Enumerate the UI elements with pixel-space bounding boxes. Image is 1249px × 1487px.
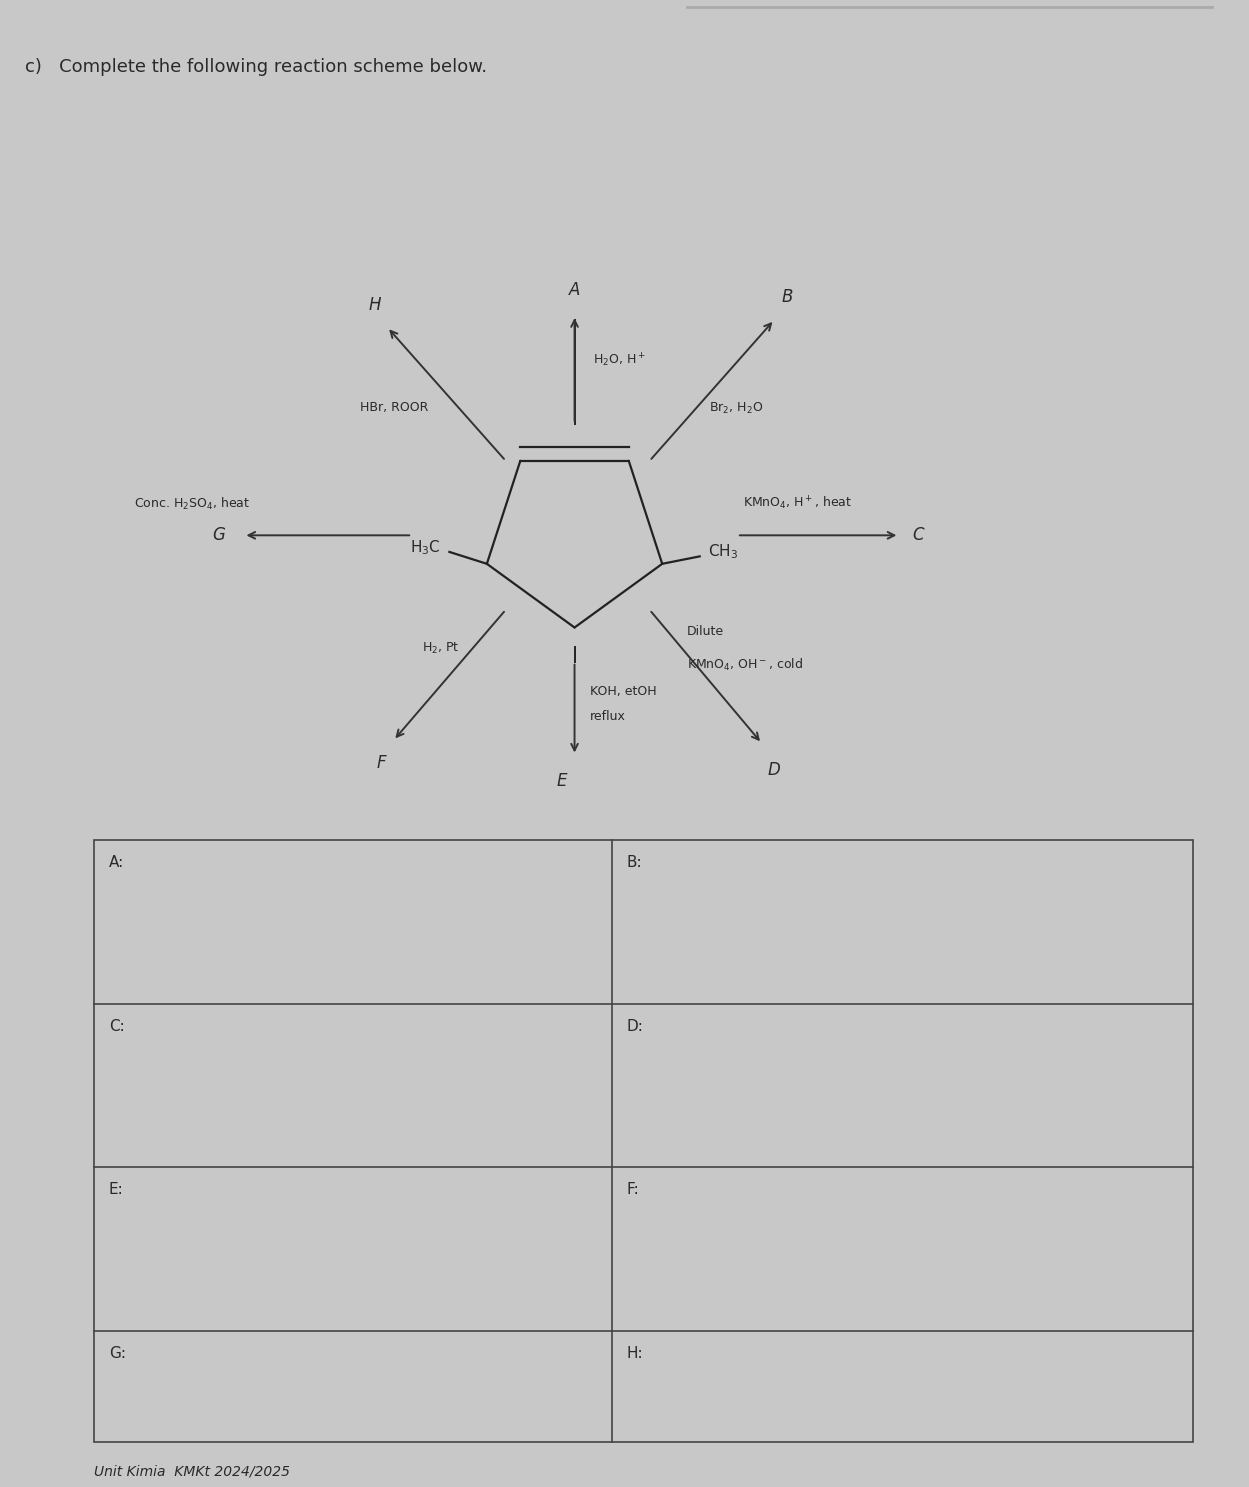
Text: H$_2$, Pt: H$_2$, Pt	[422, 641, 460, 656]
Text: KMnO$_4$, H$^+$, heat: KMnO$_4$, H$^+$, heat	[743, 494, 852, 512]
Text: B: B	[781, 288, 793, 306]
Text: G:: G:	[109, 1346, 126, 1361]
Text: E: E	[557, 772, 567, 790]
Text: E:: E:	[109, 1182, 124, 1197]
Text: H:: H:	[627, 1346, 643, 1361]
Text: $\mathrm{H_3C}$: $\mathrm{H_3C}$	[410, 538, 441, 556]
Text: Br$_2$, H$_2$O: Br$_2$, H$_2$O	[709, 401, 763, 416]
Text: $\mathrm{CH_3}$: $\mathrm{CH_3}$	[708, 543, 738, 561]
Text: H: H	[368, 296, 381, 314]
Text: KOH, etOH: KOH, etOH	[590, 686, 656, 697]
Text: Dilute: Dilute	[687, 625, 724, 638]
Text: reflux: reflux	[590, 711, 626, 723]
Text: F:: F:	[627, 1182, 639, 1197]
Text: D: D	[768, 761, 781, 779]
Text: F: F	[376, 754, 386, 772]
Text: A:: A:	[109, 855, 124, 870]
Text: Conc. H$_2$SO$_4$, heat: Conc. H$_2$SO$_4$, heat	[134, 495, 250, 512]
Text: D:: D:	[627, 1019, 644, 1033]
Text: C: C	[912, 526, 924, 544]
Text: B:: B:	[627, 855, 643, 870]
Text: HBr, ROOR: HBr, ROOR	[360, 401, 428, 413]
Text: c)   Complete the following reaction scheme below.: c) Complete the following reaction schem…	[25, 58, 487, 76]
Text: C:: C:	[109, 1019, 125, 1033]
Text: KMnO$_4$, OH$^-$, cold: KMnO$_4$, OH$^-$, cold	[687, 657, 803, 674]
Text: Unit Kimia  KMKt 2024/2025: Unit Kimia KMKt 2024/2025	[94, 1465, 290, 1478]
Text: H$_2$O, H$^+$: H$_2$O, H$^+$	[593, 351, 646, 369]
Text: G: G	[212, 526, 225, 544]
Text: A: A	[568, 281, 581, 299]
